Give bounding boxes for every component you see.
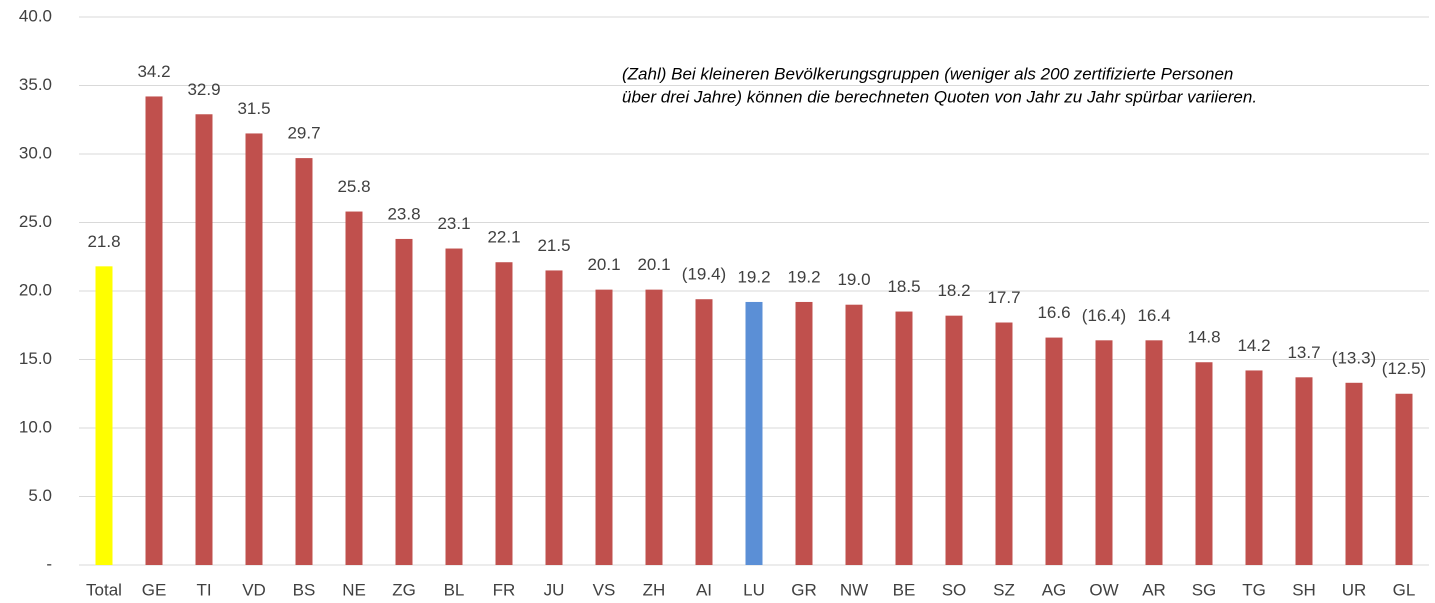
- x-tick-label: AG: [1042, 580, 1067, 599]
- x-tick-label: TI: [196, 580, 211, 599]
- bar: [795, 301, 813, 565]
- value-label: 16.6: [1037, 303, 1070, 322]
- bar: [145, 96, 163, 566]
- y-tick-label: 40.0: [19, 6, 52, 25]
- value-label: (19.4): [682, 265, 726, 284]
- y-tick-label: 20.0: [19, 280, 52, 299]
- value-label: 16.4: [1137, 306, 1170, 325]
- y-tick-label: 15.0: [19, 349, 52, 368]
- bar: [995, 322, 1013, 565]
- y-tick-label: 35.0: [19, 75, 52, 94]
- value-label: (16.4): [1082, 306, 1126, 325]
- bar: [1295, 377, 1313, 565]
- value-label: 14.2: [1237, 336, 1270, 355]
- value-label: 19.0: [837, 270, 870, 289]
- bar: [445, 248, 463, 565]
- bar: [345, 211, 363, 566]
- x-tick-label: FR: [493, 580, 516, 599]
- value-label: 29.7: [287, 124, 320, 143]
- bar: [245, 133, 263, 565]
- value-label: 20.1: [587, 255, 620, 274]
- value-label: 19.2: [787, 267, 820, 286]
- x-tick-label: BE: [893, 580, 916, 599]
- x-tick-label: LU: [743, 580, 765, 599]
- bar: [1195, 362, 1213, 565]
- value-label: 25.8: [337, 177, 370, 196]
- x-tick-label: JU: [544, 580, 565, 599]
- value-label: 18.5: [887, 277, 920, 296]
- bar: [95, 266, 113, 565]
- bar: [1145, 340, 1163, 565]
- x-tick-label: ZH: [643, 580, 666, 599]
- x-tick-label: ZG: [392, 580, 416, 599]
- bar: [1095, 340, 1113, 565]
- bar: [945, 315, 963, 565]
- bar: [295, 158, 313, 566]
- bar: [1345, 382, 1363, 565]
- x-tick-label: SG: [1192, 580, 1217, 599]
- value-label: 14.8: [1187, 328, 1220, 347]
- value-label: 31.5: [237, 99, 270, 118]
- y-tick-label: 10.0: [19, 417, 52, 436]
- y-tick-label: 25.0: [19, 212, 52, 231]
- x-tick-label: Total: [86, 580, 122, 599]
- x-tick-label: BS: [293, 580, 316, 599]
- value-label: 20.1: [637, 255, 670, 274]
- bar: [595, 289, 613, 565]
- x-tick-label: SZ: [993, 580, 1015, 599]
- bar: [1245, 370, 1263, 565]
- x-tick-label: BL: [444, 580, 465, 599]
- value-label: 18.2: [937, 281, 970, 300]
- y-tick-label: 30.0: [19, 143, 52, 162]
- x-tick-label: GL: [1393, 580, 1416, 599]
- value-label: 17.7: [987, 288, 1020, 307]
- x-tick-label: VD: [242, 580, 266, 599]
- x-tick-label: OW: [1089, 580, 1118, 599]
- x-tick-label: SO: [942, 580, 967, 599]
- value-label: 32.9: [187, 80, 220, 99]
- value-label: 21.5: [537, 236, 570, 255]
- bar: [545, 270, 563, 565]
- value-label: 13.7: [1287, 343, 1320, 362]
- y-tick-label: 5.0: [28, 486, 52, 505]
- x-tick-label: AI: [696, 580, 712, 599]
- bar: [845, 304, 863, 565]
- bar: [895, 311, 913, 565]
- bar: [695, 299, 713, 565]
- annotation: (Zahl) Bei kleineren Bevölkerungsgruppen…: [622, 64, 1233, 83]
- bar: [745, 301, 763, 565]
- value-label: 23.8: [387, 204, 420, 223]
- bar: [1395, 393, 1413, 565]
- value-label: 21.8: [87, 232, 120, 251]
- x-tick-label: VS: [593, 580, 616, 599]
- value-label: 34.2: [137, 62, 170, 81]
- value-label: (12.5): [1382, 359, 1426, 378]
- bar: [645, 289, 663, 565]
- value-label: (13.3): [1332, 348, 1376, 367]
- x-tick-label: AR: [1142, 580, 1166, 599]
- bar: [1045, 337, 1063, 565]
- value-label: 19.2: [737, 267, 770, 286]
- annotation: über drei Jahre) können die berechneten …: [622, 87, 1257, 106]
- bar: [395, 238, 413, 565]
- x-tick-label: NW: [840, 580, 868, 599]
- x-tick-label: NE: [342, 580, 366, 599]
- x-tick-label: UR: [1342, 580, 1367, 599]
- value-label: 22.1: [487, 228, 520, 247]
- value-label: 23.1: [437, 214, 470, 233]
- bar: [195, 114, 213, 566]
- x-tick-label: SH: [1292, 580, 1316, 599]
- x-tick-label: GR: [791, 580, 817, 599]
- y-tick-label: -: [46, 554, 52, 573]
- x-tick-label: TG: [1242, 580, 1266, 599]
- bar: [495, 262, 513, 565]
- x-tick-label: GE: [142, 580, 167, 599]
